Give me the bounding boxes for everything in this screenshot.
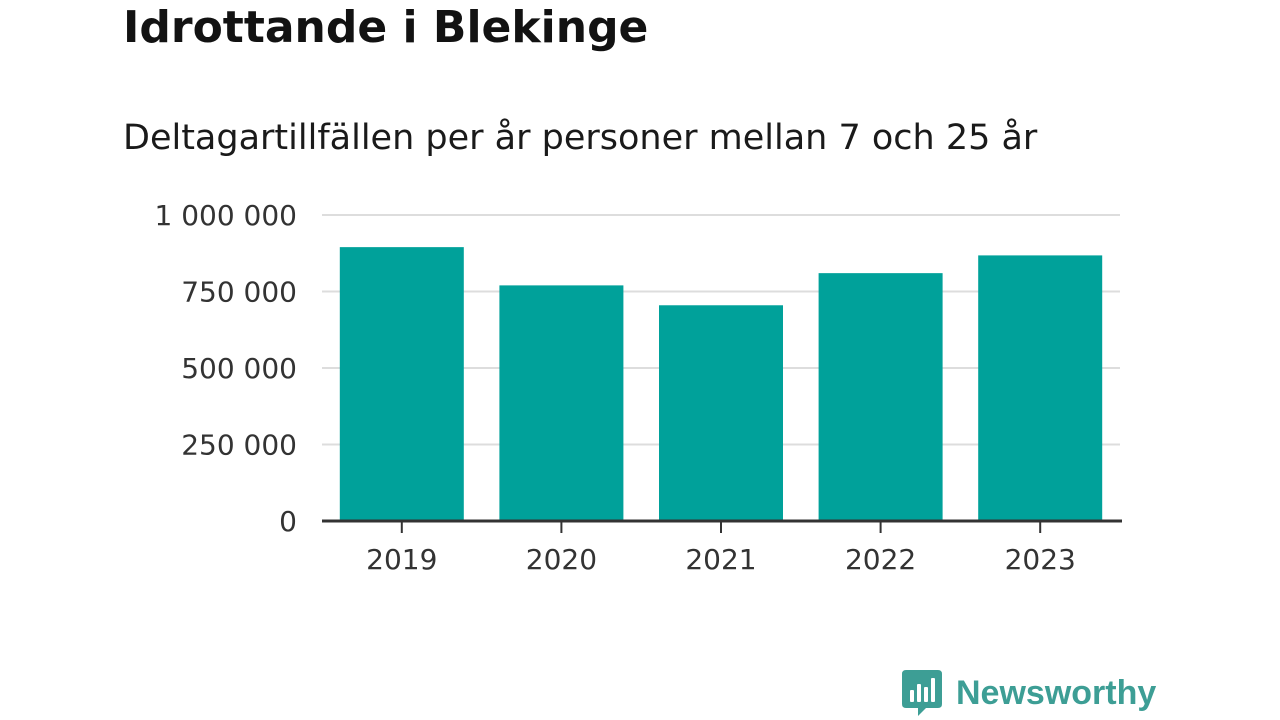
newsworthy-logo: Newsworthy [902,668,1156,718]
y-tick-label: 750 000 [181,276,297,309]
bar [818,273,943,521]
y-tick-label: 1 000 000 [154,199,297,232]
chart-subtitle: Deltagartillfällen per år personer mella… [123,118,1038,158]
x-tick-label: 2021 [685,543,756,576]
y-tick-label: 500 000 [181,352,297,385]
bar [339,247,464,521]
page-title: Idrottande i Blekinge [123,2,649,53]
y-tick-label: 250 000 [181,429,297,462]
x-tick-label: 2019 [366,543,437,576]
y-tick-label: 0 [279,505,297,538]
x-tick-label: 2023 [1005,543,1076,576]
newsworthy-logo-icon [902,670,942,716]
x-tick-label: 2022 [845,543,916,576]
newsworthy-logo-text: Newsworthy [956,673,1157,712]
bar [978,255,1103,521]
bar [659,305,783,521]
bar [499,285,624,521]
x-tick-label: 2020 [526,543,597,576]
